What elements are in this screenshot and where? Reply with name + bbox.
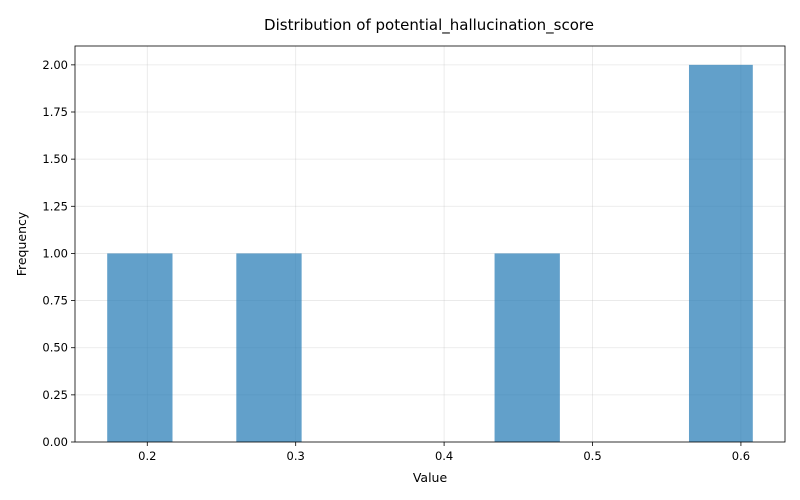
y-tick-label-8: 2.00 — [42, 58, 68, 72]
x-tick-label-0: 0.2 — [138, 449, 156, 463]
y-tick-label-4: 1.00 — [42, 246, 68, 260]
chart-title: Distribution of potential_hallucination_… — [264, 16, 594, 35]
y-ticks: 0.00 0.25 0.50 0.75 1.00 1.25 1.50 1.75 2.00 — [42, 58, 75, 449]
x-axis-label: Value — [413, 470, 448, 485]
y-axis-label: Frequency — [14, 211, 29, 276]
y-tick-label-2: 0.50 — [42, 341, 68, 355]
histogram-bar-2 — [236, 253, 302, 442]
plot-frame — [74, 45, 786, 443]
x-tick-label-1: 0.3 — [287, 449, 305, 463]
y-tick-label-3: 0.75 — [42, 294, 68, 308]
histogram-bar-9 — [688, 64, 753, 442]
bars-layer — [107, 64, 753, 442]
y-tick-label-7: 1.75 — [42, 105, 68, 119]
x-tick-label-2: 0.4 — [435, 449, 453, 463]
y-tick-label-6: 1.50 — [42, 152, 68, 166]
grid-layer — [75, 46, 785, 443]
y-tick-label-1: 0.25 — [42, 388, 68, 402]
x-tick-label-4: 0.6 — [732, 449, 750, 463]
y-tick-label-5: 1.25 — [42, 199, 68, 213]
x-tick-label-3: 0.5 — [583, 449, 601, 463]
x-ticks: 0.2 0.3 0.4 0.5 0.6 — [138, 442, 750, 463]
histogram-bar-0 — [107, 253, 173, 442]
y-tick-label-0: 0.00 — [42, 435, 68, 449]
histogram-bar-6 — [494, 253, 560, 442]
